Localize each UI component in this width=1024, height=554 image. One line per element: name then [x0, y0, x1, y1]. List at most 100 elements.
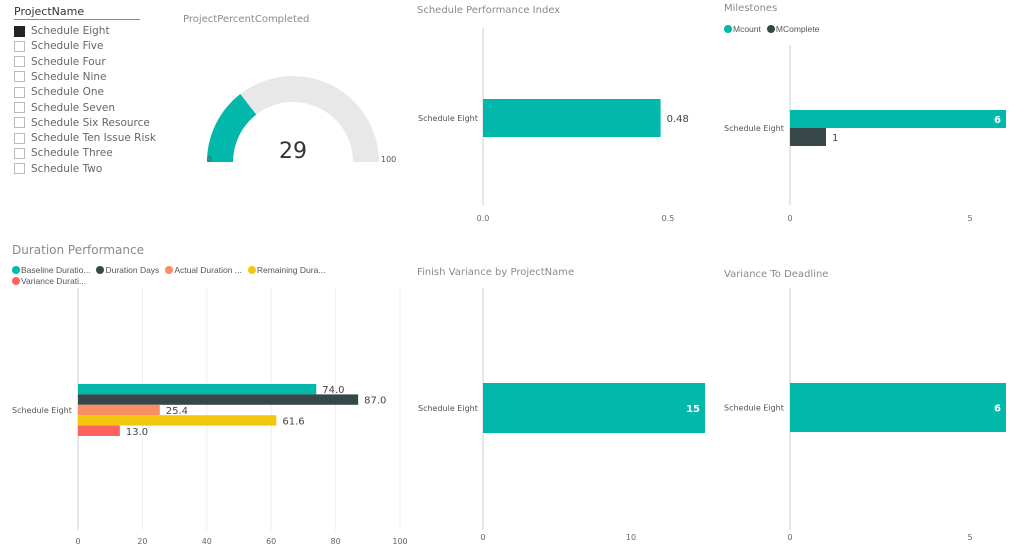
data-label: 1: [832, 133, 838, 144]
x-tick-label: 20: [137, 537, 147, 546]
x-tick-label: 0: [787, 214, 792, 223]
legend-item[interactable]: Variance Durati...: [12, 276, 86, 286]
slicer-item-label: Schedule Three: [31, 147, 113, 160]
x-tick-label: 10: [626, 533, 636, 542]
slicer-item-label: Schedule One: [31, 86, 104, 99]
category-label: Schedule Eight: [724, 124, 784, 133]
x-tick-label: 0: [480, 533, 485, 542]
bar[interactable]: [78, 394, 359, 405]
bar[interactable]: [790, 110, 1006, 128]
gauge-value: 29: [279, 139, 307, 164]
legend-label: MComplete: [775, 24, 820, 34]
x-tick-label: 0.5: [662, 214, 675, 223]
slicer-item[interactable]: Schedule One: [14, 86, 104, 98]
legend-label: Duration Days: [105, 265, 160, 275]
gauge-title: ProjectPercentCompleted: [183, 14, 310, 25]
checkbox[interactable]: [14, 163, 25, 175]
category-label: Schedule Eight: [724, 404, 784, 413]
slicer-item-label: Schedule Five: [31, 40, 104, 53]
data-label: 25.4: [166, 406, 188, 417]
slicer-item[interactable]: Schedule Ten Issue Risk: [14, 132, 156, 144]
slicer-item-label: Schedule Nine: [31, 70, 107, 83]
legend-dot-icon: [12, 277, 20, 285]
data-label: 6: [994, 404, 1001, 415]
checkbox[interactable]: [14, 147, 25, 159]
category-label: Schedule Eight: [418, 114, 478, 123]
legend-dot-icon: [247, 266, 256, 274]
data-label: 0.48: [667, 114, 689, 125]
x-tick-label: 0: [787, 533, 792, 542]
slicer-item-label: Schedule Six Resource: [31, 116, 150, 129]
legend-dot-icon: [12, 266, 20, 274]
legend-item[interactable]: MComplete: [766, 24, 820, 34]
x-tick-label: 0: [75, 537, 80, 546]
checkbox[interactable]: [14, 25, 25, 37]
legend-label: Remaining Dura...: [256, 265, 326, 275]
milestones-legend: Mcount MComplete: [724, 24, 819, 34]
slicer-item-label: Schedule Four: [31, 55, 106, 68]
slicer-item-label: Schedule Seven: [31, 101, 116, 114]
slicer-item[interactable]: Schedule Eight: [14, 25, 110, 37]
data-label: 13.0: [126, 427, 148, 438]
slicer-item[interactable]: Schedule Six Resource: [14, 117, 150, 129]
checkbox[interactable]: [14, 102, 25, 113]
gauge-min-label: 0: [207, 155, 212, 164]
data-label: 61.6: [282, 416, 304, 427]
checkbox[interactable]: [14, 132, 25, 144]
slicer-header: ProjectName: [14, 5, 140, 20]
data-label: 74.0: [322, 385, 344, 396]
slicer-item[interactable]: Schedule Two: [14, 163, 102, 175]
data-label: 15: [686, 404, 700, 415]
slicer-item[interactable]: Schedule Three: [14, 147, 113, 159]
slicer-item-label: Schedule Eight: [31, 25, 110, 37]
bar[interactable]: [790, 383, 1006, 432]
slicer-item[interactable]: Schedule Seven: [14, 102, 115, 114]
x-tick-label: 0.0: [477, 214, 490, 223]
checkbox[interactable]: [14, 40, 25, 52]
legend-item[interactable]: Actual Duration ...: [165, 265, 242, 275]
bar[interactable]: [78, 425, 120, 436]
slicer-item-label: Schedule Two: [31, 162, 103, 175]
deadline-title: Variance To Deadline: [724, 269, 829, 280]
data-label: 87.0: [364, 396, 386, 407]
duration-title: Duration Performance: [12, 243, 144, 257]
legend-dot-icon: [766, 25, 775, 33]
slicer-item[interactable]: Schedule Four: [14, 56, 106, 68]
x-tick-label: 100: [392, 537, 407, 546]
legend-dot-icon: [96, 266, 105, 274]
duration-legend: Baseline Duratio... Duration Days Actual D…: [12, 265, 397, 286]
legend-item[interactable]: Duration Days: [96, 265, 159, 275]
legend-label: Actual Duration ...: [174, 265, 242, 275]
x-tick-label: 40: [202, 537, 212, 546]
spi-title: Schedule Performance Index: [417, 5, 561, 16]
finish-title: Finish Variance by ProjectName: [417, 267, 575, 278]
checkbox[interactable]: [14, 117, 25, 129]
gauge-fill: [207, 94, 257, 162]
bar[interactable]: [483, 99, 661, 137]
category-label: Schedule Eight: [12, 406, 72, 415]
bar[interactable]: [790, 128, 826, 146]
checkbox[interactable]: [14, 56, 25, 68]
data-label: 6: [994, 115, 1001, 126]
legend-item[interactable]: Baseline Duratio...: [12, 265, 90, 275]
slicer-item[interactable]: Schedule Five: [14, 40, 103, 52]
bar[interactable]: [78, 404, 160, 416]
legend-label: Variance Durati...: [21, 276, 87, 286]
checkbox[interactable]: [14, 71, 25, 83]
gauge-max-label: 100: [381, 155, 396, 164]
legend-item[interactable]: Mcount: [724, 24, 761, 34]
legend-item[interactable]: Remaining Dura...: [247, 265, 326, 275]
legend-dot-icon: [165, 266, 174, 274]
milestones-title: Milestones: [724, 3, 778, 14]
bar[interactable]: [483, 383, 705, 433]
legend-label: Baseline Duratio...: [21, 265, 91, 275]
legend-dot-icon: [724, 25, 732, 33]
slicer-item[interactable]: Schedule Nine: [14, 71, 106, 83]
bar[interactable]: [78, 415, 277, 426]
legend-label: Mcount: [733, 24, 761, 34]
category-label: Schedule Eight: [418, 404, 478, 413]
bar[interactable]: [78, 384, 317, 395]
checkbox[interactable]: [14, 86, 25, 98]
x-tick-label: 5: [967, 533, 972, 542]
